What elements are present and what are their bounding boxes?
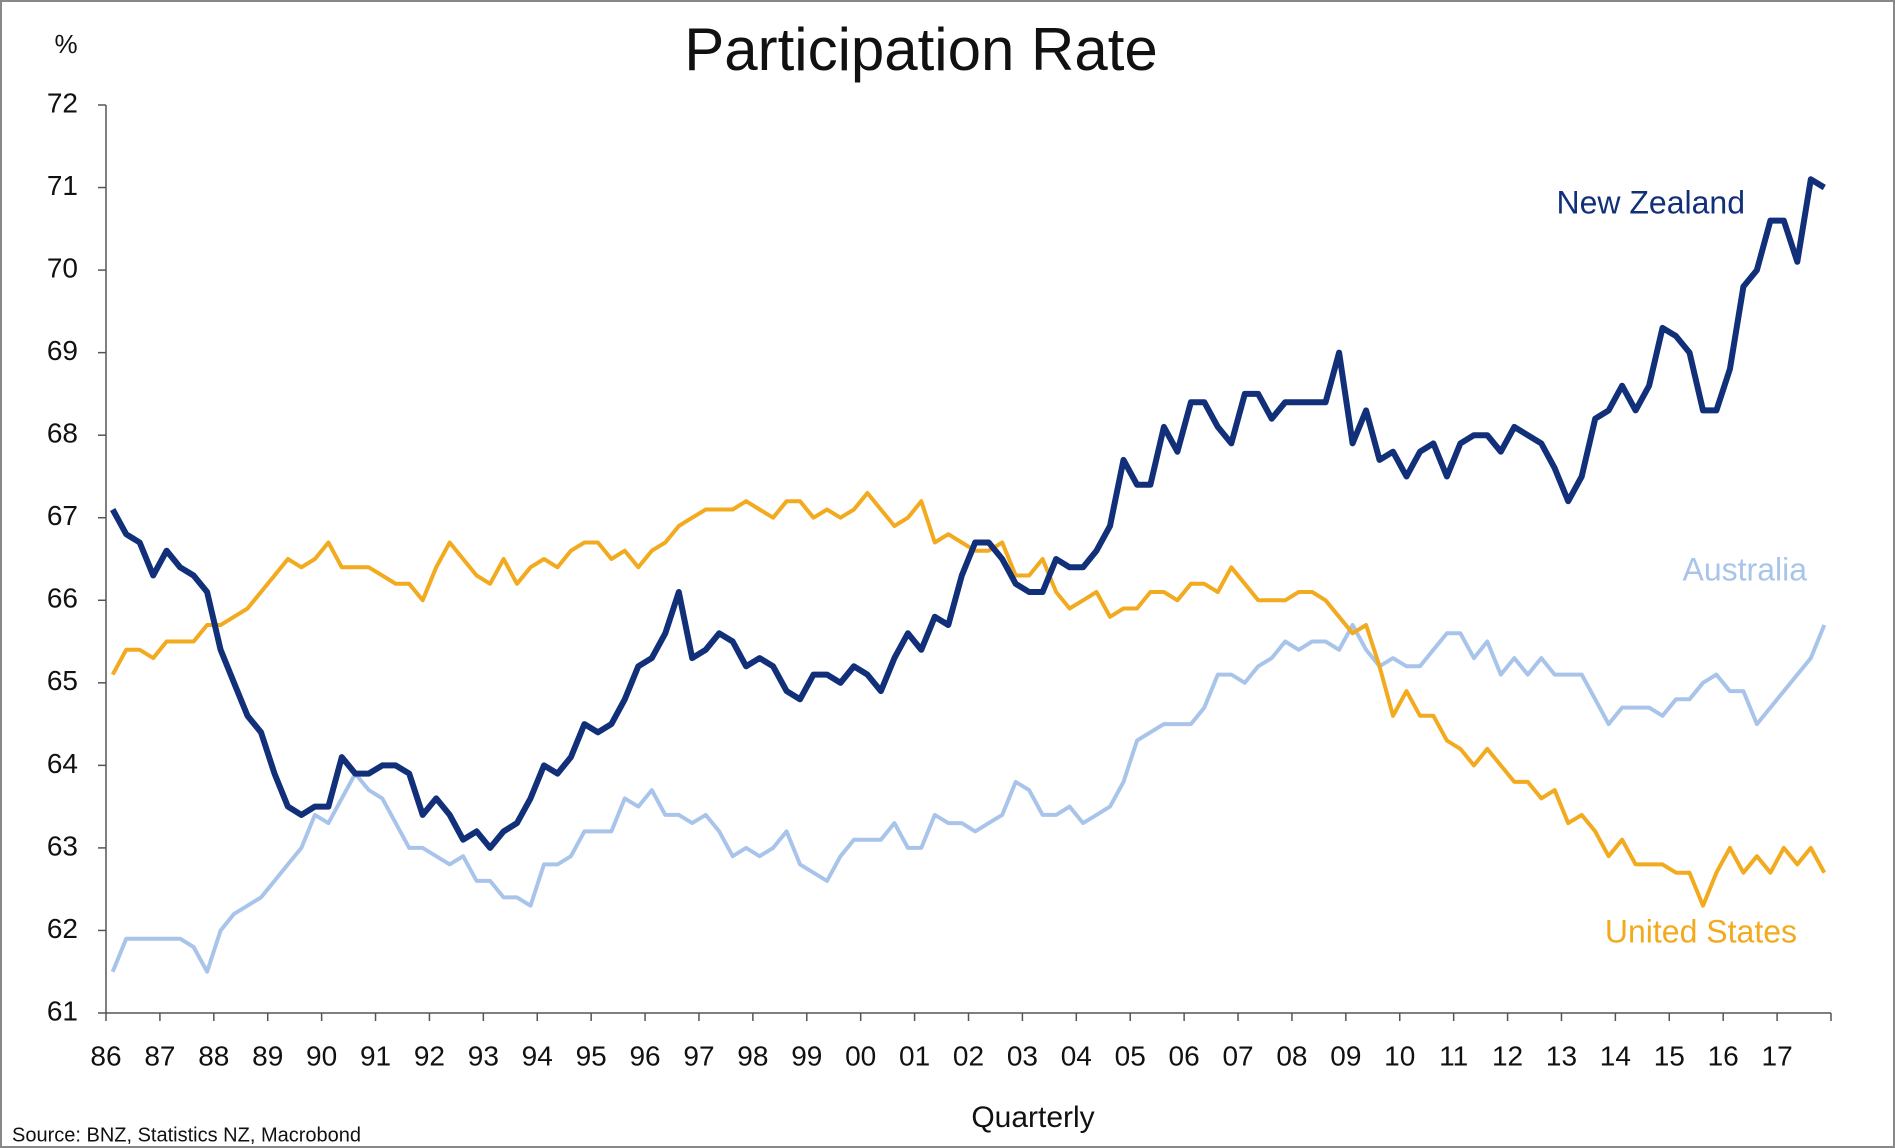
y-tick-label: 63 xyxy=(47,830,78,861)
x-tick-label: 97 xyxy=(683,1040,714,1071)
x-tick-label: 95 xyxy=(576,1040,607,1071)
x-tick-label: 17 xyxy=(1762,1040,1793,1071)
series-line xyxy=(110,176,1826,851)
x-tick-label: 04 xyxy=(1061,1040,1092,1071)
x-tick-label: 90 xyxy=(306,1040,337,1071)
x-tick-label: 98 xyxy=(737,1040,768,1071)
x-tick-label: 11 xyxy=(1439,1040,1468,1071)
y-tick-label: 66 xyxy=(47,583,78,614)
x-tick-label: 93 xyxy=(468,1040,499,1071)
y-tick-label: 71 xyxy=(47,170,78,201)
chart-title: Participation Rate xyxy=(684,16,1158,83)
x-tick-label: 02 xyxy=(953,1040,984,1071)
x-tick-label: 87 xyxy=(144,1040,175,1071)
x-tick-label: 88 xyxy=(198,1040,229,1071)
x-tick-label: 14 xyxy=(1600,1040,1631,1071)
x-tick-label: 89 xyxy=(252,1040,283,1071)
y-tick-label: 67 xyxy=(47,500,78,531)
y-tick-label: 62 xyxy=(47,913,78,944)
x-tick-label: 99 xyxy=(791,1040,822,1071)
y-tick-label: 65 xyxy=(47,665,78,696)
series-line xyxy=(110,491,1827,908)
x-axis-label: Quarterly xyxy=(971,1101,1094,1134)
y-tick-label: 72 xyxy=(47,87,78,118)
x-tick-label: 15 xyxy=(1654,1040,1685,1071)
x-tick-label: 05 xyxy=(1115,1040,1146,1071)
x-tick-label: 10 xyxy=(1384,1040,1415,1071)
x-tick-label: 13 xyxy=(1546,1040,1577,1071)
x-tick-label: 96 xyxy=(629,1040,660,1071)
y-unit: % xyxy=(54,29,77,59)
x-tick-label: 01 xyxy=(899,1040,930,1071)
series-label: Australia xyxy=(1683,551,1808,587)
x-tick-label: 92 xyxy=(414,1040,445,1071)
x-tick-label: 12 xyxy=(1492,1040,1523,1071)
x-tick-label: 91 xyxy=(360,1040,391,1071)
series-label: New Zealand xyxy=(1556,184,1745,220)
y-tick-label: 64 xyxy=(47,748,78,779)
y-tick-label: 70 xyxy=(47,252,78,283)
x-tick-label: 94 xyxy=(522,1040,553,1071)
series-label: United States xyxy=(1605,913,1797,949)
source-note: Source: BNZ, Statistics NZ, Macrobond xyxy=(12,1124,361,1146)
y-tick-label: 68 xyxy=(47,418,78,449)
y-tick-label: 61 xyxy=(47,995,78,1026)
x-tick-label: 07 xyxy=(1222,1040,1253,1071)
x-tick-label: 08 xyxy=(1276,1040,1307,1071)
x-tick-label: 86 xyxy=(90,1040,121,1071)
x-tick-label: 09 xyxy=(1330,1040,1361,1071)
x-tick-label: 16 xyxy=(1708,1040,1739,1071)
x-tick-label: 00 xyxy=(845,1040,876,1071)
series-line xyxy=(110,623,1827,974)
x-tick-label: 06 xyxy=(1169,1040,1200,1071)
x-tick-label: 03 xyxy=(1007,1040,1038,1071)
y-tick-label: 69 xyxy=(47,335,78,366)
